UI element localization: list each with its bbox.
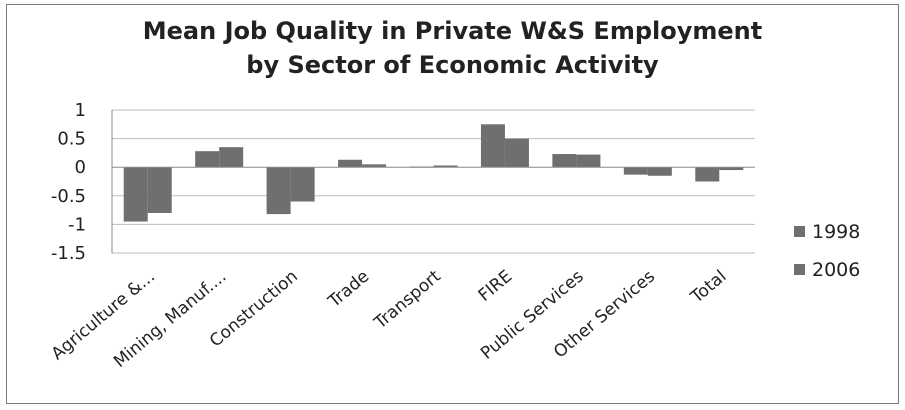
x-category-label: Total: [686, 267, 730, 308]
bar-1998-1: [195, 151, 220, 168]
y-tick-label: -1: [68, 214, 86, 235]
gridlines: [111, 109, 755, 254]
legend-swatch-1998: [794, 226, 805, 237]
bar-1998-0: [123, 167, 148, 222]
chart-title-line2: by Sector of Economic Activity: [246, 51, 659, 79]
y-axis-ticks: 1 0.5 0 -0.5 -1 -1.5: [51, 100, 86, 264]
x-category-label: Transport: [370, 266, 445, 333]
bar-2006-3: [362, 164, 387, 168]
chart-title-line1: Mean Job Quality in Private W&S Employme…: [142, 17, 763, 45]
category-labels: Agriculture &...Mining, Manuf....Constru…: [48, 266, 731, 372]
bar-1998-5: [480, 124, 505, 168]
legend-label-1998: 1998: [812, 221, 860, 243]
bar-2006-1: [219, 147, 244, 168]
bar-2006-0: [147, 167, 172, 213]
bar-2006-4: [433, 165, 458, 168]
x-category-label: FIRE: [475, 267, 516, 306]
legend-swatch-2006: [794, 264, 805, 275]
y-tick-label: 1: [75, 100, 86, 121]
bar-2006-7: [647, 167, 672, 176]
chart-title: Mean Job Quality in Private W&S Employme…: [0, 14, 905, 82]
bars: [123, 124, 744, 222]
bar-2006-6: [576, 154, 601, 168]
y-tick-label: 0: [75, 157, 86, 178]
bar-2006-2: [290, 167, 315, 202]
bar-1998-7: [623, 167, 648, 175]
bar-1998-2: [266, 167, 291, 215]
bar-1998-6: [552, 154, 577, 168]
y-tick-label: -1.5: [51, 243, 86, 264]
legend: 1998 2006: [794, 221, 860, 281]
bar-1998-3: [338, 159, 363, 168]
legend-label-2006: 2006: [812, 259, 860, 281]
bar-2006-5: [504, 138, 529, 168]
x-category-label: Trade: [324, 267, 373, 313]
y-tick-label: 0.5: [57, 129, 86, 150]
bar-2006-8: [719, 167, 744, 171]
y-tick-label: -0.5: [51, 186, 86, 207]
bar-1998-8: [695, 167, 720, 182]
